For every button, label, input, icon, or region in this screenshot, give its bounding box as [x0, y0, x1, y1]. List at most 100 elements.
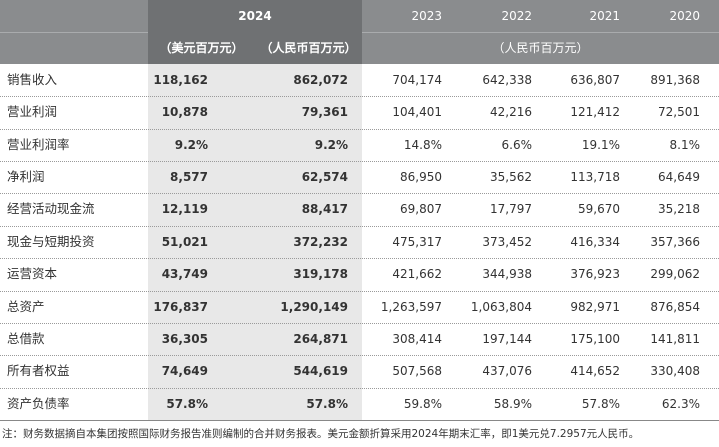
- cell-y2022: 35,562: [490, 170, 532, 185]
- row-separator: [0, 225, 719, 227]
- row-label: 营业利润率: [7, 136, 70, 152]
- cell-usd: 10,878: [161, 105, 208, 120]
- cell-usd: 51,021: [161, 234, 208, 249]
- footnote: 注：财务数据摘自本集团按照国际财务报告准则编制的合并财务报表。美元金额折算采用2…: [0, 419, 719, 447]
- cell-usd: 74,649: [161, 364, 208, 379]
- cell-y2023: 86,950: [400, 170, 442, 185]
- table-row: 总资产 176,837 1,290,149 1,263,597 1,063,804 982…: [0, 291, 719, 323]
- cell-y2020: 62.3%: [661, 396, 700, 411]
- cell-y2021: 414,652: [570, 364, 620, 379]
- row-label: 总资产: [7, 298, 45, 314]
- cell-y2020: 299,062: [650, 267, 700, 282]
- cell-rmb: 57.8%: [306, 396, 348, 411]
- cell-y2023: 507,568: [392, 364, 442, 379]
- table-row: 营业利润率 9.2% 9.2% 14.8% 6.6% 19.1% 8.1%: [0, 129, 719, 161]
- cell-y2021: 982,971: [570, 299, 620, 314]
- row-separator: [0, 128, 719, 130]
- cell-rmb: 62,574: [301, 170, 348, 185]
- cell-y2021: 59,670: [578, 202, 620, 217]
- cell-usd: 176,837: [153, 299, 208, 314]
- cell-rmb: 264,871: [293, 331, 348, 346]
- table-row: 净利润 8,577 62,574 86,950 35,562 113,718 64,649: [0, 161, 719, 193]
- cell-y2020: 891,368: [650, 73, 700, 87]
- cell-usd: 36,305: [161, 331, 208, 346]
- cell-y2021: 636,807: [570, 73, 620, 87]
- column-2024-band: [148, 64, 362, 420]
- cell-rmb: 88,417: [301, 202, 348, 217]
- table-row: 销售收入 118,162 862,072 704,174 642,338 636,807 8…: [0, 64, 719, 96]
- cell-y2020: 72,501: [658, 105, 700, 120]
- row-separator: [0, 322, 719, 324]
- table-row: 营业利润 10,878 79,361 104,401 42,216 121,412 72,5…: [0, 96, 719, 128]
- row-separator: [0, 355, 719, 357]
- year-2022-header: 2022: [501, 9, 532, 23]
- cell-usd: 8,577: [170, 170, 208, 185]
- cell-rmb: 544,619: [293, 364, 348, 379]
- cell-y2023: 308,414: [392, 331, 442, 346]
- table-row: 运营资本 43,749 319,178 421,662 344,938 376,923 29…: [0, 258, 719, 290]
- cell-y2023: 14.8%: [403, 137, 442, 152]
- cell-y2020: 330,408: [650, 364, 700, 379]
- table-row: 总借款 36,305 264,871 308,414 197,144 175,100 141…: [0, 323, 719, 355]
- table-row: 经营活动现金流 12,119 88,417 69,807 17,797 59,670 35,…: [0, 193, 719, 225]
- row-label: 净利润: [7, 169, 45, 185]
- cell-rmb: 1,290,149: [280, 299, 348, 314]
- row-separator: [0, 387, 719, 389]
- cell-y2023: 59.8%: [403, 396, 442, 411]
- row-label: 所有者权益: [7, 363, 70, 379]
- cell-y2023: 421,662: [392, 267, 442, 282]
- cell-y2020: 8.1%: [669, 137, 701, 152]
- cell-y2022: 58.9%: [493, 396, 532, 411]
- cell-usd: 57.8%: [166, 396, 208, 411]
- cell-y2020: 35,218: [658, 202, 700, 217]
- row-separator: [0, 161, 719, 163]
- row-label: 资产负债率: [7, 395, 70, 411]
- cell-rmb: 9.2%: [314, 137, 348, 152]
- cell-y2021: 57.8%: [581, 396, 620, 411]
- cell-usd: 12,119: [161, 202, 208, 217]
- unit-rmb-label: （人民币百万元）: [260, 41, 357, 55]
- cell-y2022: 373,452: [482, 234, 532, 249]
- cell-y2020: 876,854: [650, 299, 700, 314]
- row-label: 总借款: [7, 330, 45, 346]
- cell-y2021: 113,718: [570, 170, 620, 185]
- year-2024-header: 2024: [148, 0, 362, 32]
- cell-y2020: 141,811: [650, 331, 700, 346]
- cell-y2021: 416,334: [570, 234, 620, 249]
- cell-y2022: 642,338: [482, 73, 532, 87]
- row-label: 运营资本: [7, 266, 58, 282]
- table-row: 现金与短期投资 51,021 372,232 475,317 373,452 416,33…: [0, 226, 719, 258]
- cell-y2020: 64,649: [658, 170, 700, 185]
- cell-y2023: 704,174: [392, 73, 442, 87]
- row-separator: [0, 96, 719, 98]
- cell-y2022: 437,076: [482, 364, 532, 379]
- cell-y2022: 344,938: [482, 267, 532, 282]
- cell-y2021: 175,100: [570, 331, 620, 346]
- cell-y2021: 19.1%: [581, 137, 620, 152]
- header-row-years: 2024 2023 2022 2021 2020: [0, 0, 719, 32]
- cell-y2022: 1,063,804: [470, 299, 532, 314]
- cell-y2023: 1,263,597: [380, 299, 442, 314]
- row-separator: [0, 258, 719, 260]
- cell-y2023: 69,807: [400, 202, 442, 217]
- cell-y2021: 376,923: [570, 267, 620, 282]
- unit-usd-label: （美元百万元）: [159, 41, 244, 55]
- table-row: 所有者权益 74,649 544,619 507,568 437,076 414,652 3…: [0, 355, 719, 387]
- unit-hist-label: （人民币百万元）: [492, 41, 589, 55]
- row-label: 现金与短期投资: [7, 233, 95, 249]
- cell-y2023: 475,317: [392, 234, 442, 249]
- cell-rmb: 79,361: [301, 105, 348, 120]
- cell-rmb: 862,072: [293, 73, 348, 87]
- units-2024-header: （美元百万元） （人民币百万元）: [148, 32, 362, 64]
- row-label: 经营活动现金流: [7, 201, 95, 217]
- cell-usd: 118,162: [153, 73, 208, 87]
- row-separator: [0, 290, 719, 292]
- table-row: 资产负债率 57.8% 57.8% 59.8% 58.9% 57.8% 62.3%: [0, 388, 719, 420]
- cell-rmb: 319,178: [293, 267, 348, 282]
- header-row-units: （美元百万元） （人民币百万元） （人民币百万元）: [0, 32, 719, 64]
- cell-y2020: 357,366: [650, 234, 700, 249]
- cell-y2022: 6.6%: [501, 137, 533, 152]
- cell-y2022: 17,797: [490, 202, 532, 217]
- row-label: 销售收入: [7, 72, 58, 87]
- year-2020-header: 2020: [669, 9, 700, 23]
